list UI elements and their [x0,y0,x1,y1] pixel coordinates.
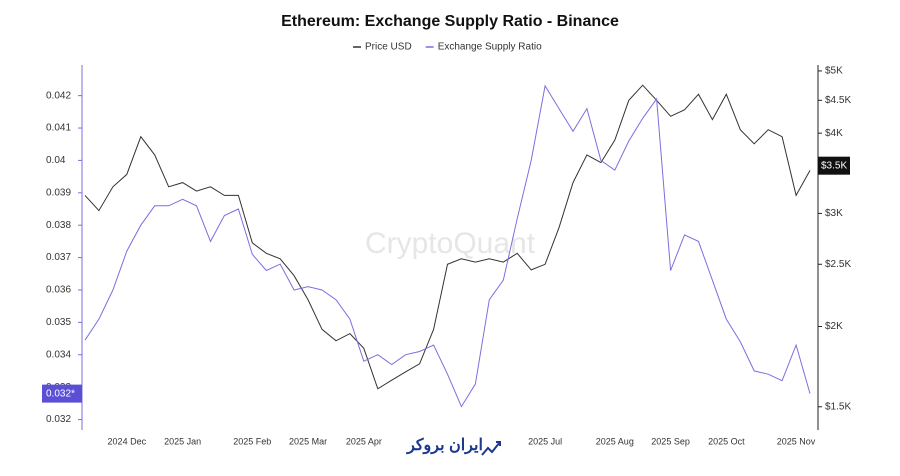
y2-tick-label: $3K [825,208,843,219]
y-tick-label: 0.032 [46,414,71,425]
x-tick-label: 2025 Feb [233,436,271,446]
x-tick-label: 2025 Jan [164,436,201,446]
series-line [84,84,811,408]
y2-marker-badge [818,156,850,175]
y2-tick-label: $4K [825,128,843,139]
logo-text: ایران بروکر [406,437,483,455]
x-tick-label: 2025 Mar [289,436,327,446]
y-tick-label: 0.034 [46,349,71,360]
y-tick-label: 0.039 [46,187,71,198]
chart-title: Ethereum: Exchange Supply Ratio - Binanc… [281,13,619,30]
legend-label: Exchange Supply Ratio [438,42,542,53]
y-tick-label: 0.038 [46,220,71,231]
series-line [84,84,811,390]
y2-tick-label: $5K [825,66,843,77]
x-tick-label: 2025 Aug [596,436,634,446]
logo-icon [481,441,501,456]
y2-tick-label: $4.5K [825,95,851,106]
y2-tick-label: $1.5K [825,401,851,412]
y-tick-label: 0.041 [46,123,71,134]
x-tick-label: 2025 Apr [346,436,382,446]
y-tick-label: 0.035 [46,317,71,328]
y2-tick-label: $2K [825,321,843,332]
y-tick-label: 0.037 [46,252,71,263]
x-tick-label: 2025 Oct [708,436,745,446]
y2-tick-label: $2.5K [825,259,851,270]
y-marker-badge [42,384,82,403]
y-marker-label: 0.032* [46,388,75,399]
x-tick-label: 2024 Dec [108,436,147,446]
y-tick-label: 0.04 [46,155,66,166]
x-tick-label: 2025 Nov [777,436,816,446]
logo-box [385,430,510,462]
y-tick-label: 0.042 [46,90,71,101]
y2-marker-label: $3.5K [821,160,847,171]
watermark: CryptoQuant [365,227,536,260]
x-tick-label: 2025 Sep [651,436,690,446]
y-tick-label: 0.036 [46,285,71,296]
legend-label: Price USD [365,42,412,53]
x-tick-label: 2025 Jul [528,436,562,446]
